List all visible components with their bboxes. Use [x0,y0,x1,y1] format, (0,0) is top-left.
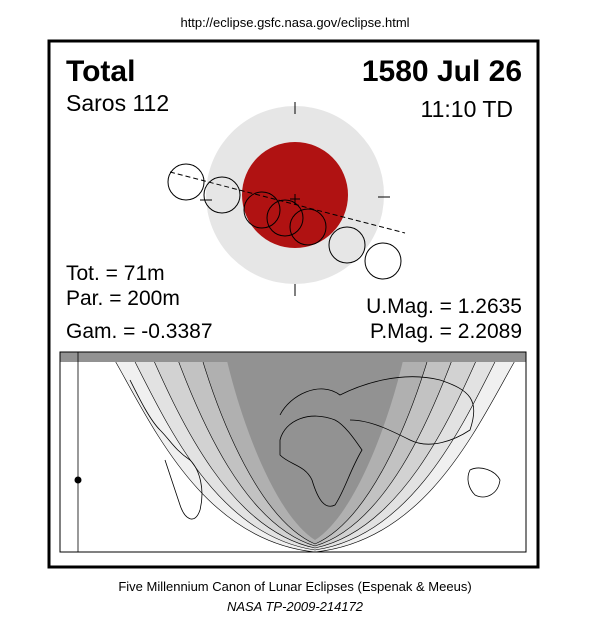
footer-credit: Five Millennium Canon of Lunar Eclipses … [118,579,471,594]
umbral-magnitude: U.Mag. = 1.2635 [366,295,522,318]
visibility-map [59,351,527,553]
eclipse-date: 1580 Jul 26 [362,55,522,88]
saros: Saros 112 [66,90,169,116]
partial: Par. = 200m [66,287,180,310]
footer-publication: NASA TP-2009-214172 [227,599,364,614]
coastlines [129,376,501,520]
eclipse-type: Total [66,55,135,88]
shadow-diagram [167,102,406,296]
penumbral-magnitude: P.Mag. = 2.2089 [370,320,522,343]
gamma: Gam. = -0.3387 [66,320,213,343]
moon-positions [167,163,402,280]
time: 11:10 TD [421,96,513,122]
totality: Tot. = 71m [66,262,165,285]
url: http://eclipse.gsfc.nasa.gov/eclipse.htm… [180,15,409,30]
